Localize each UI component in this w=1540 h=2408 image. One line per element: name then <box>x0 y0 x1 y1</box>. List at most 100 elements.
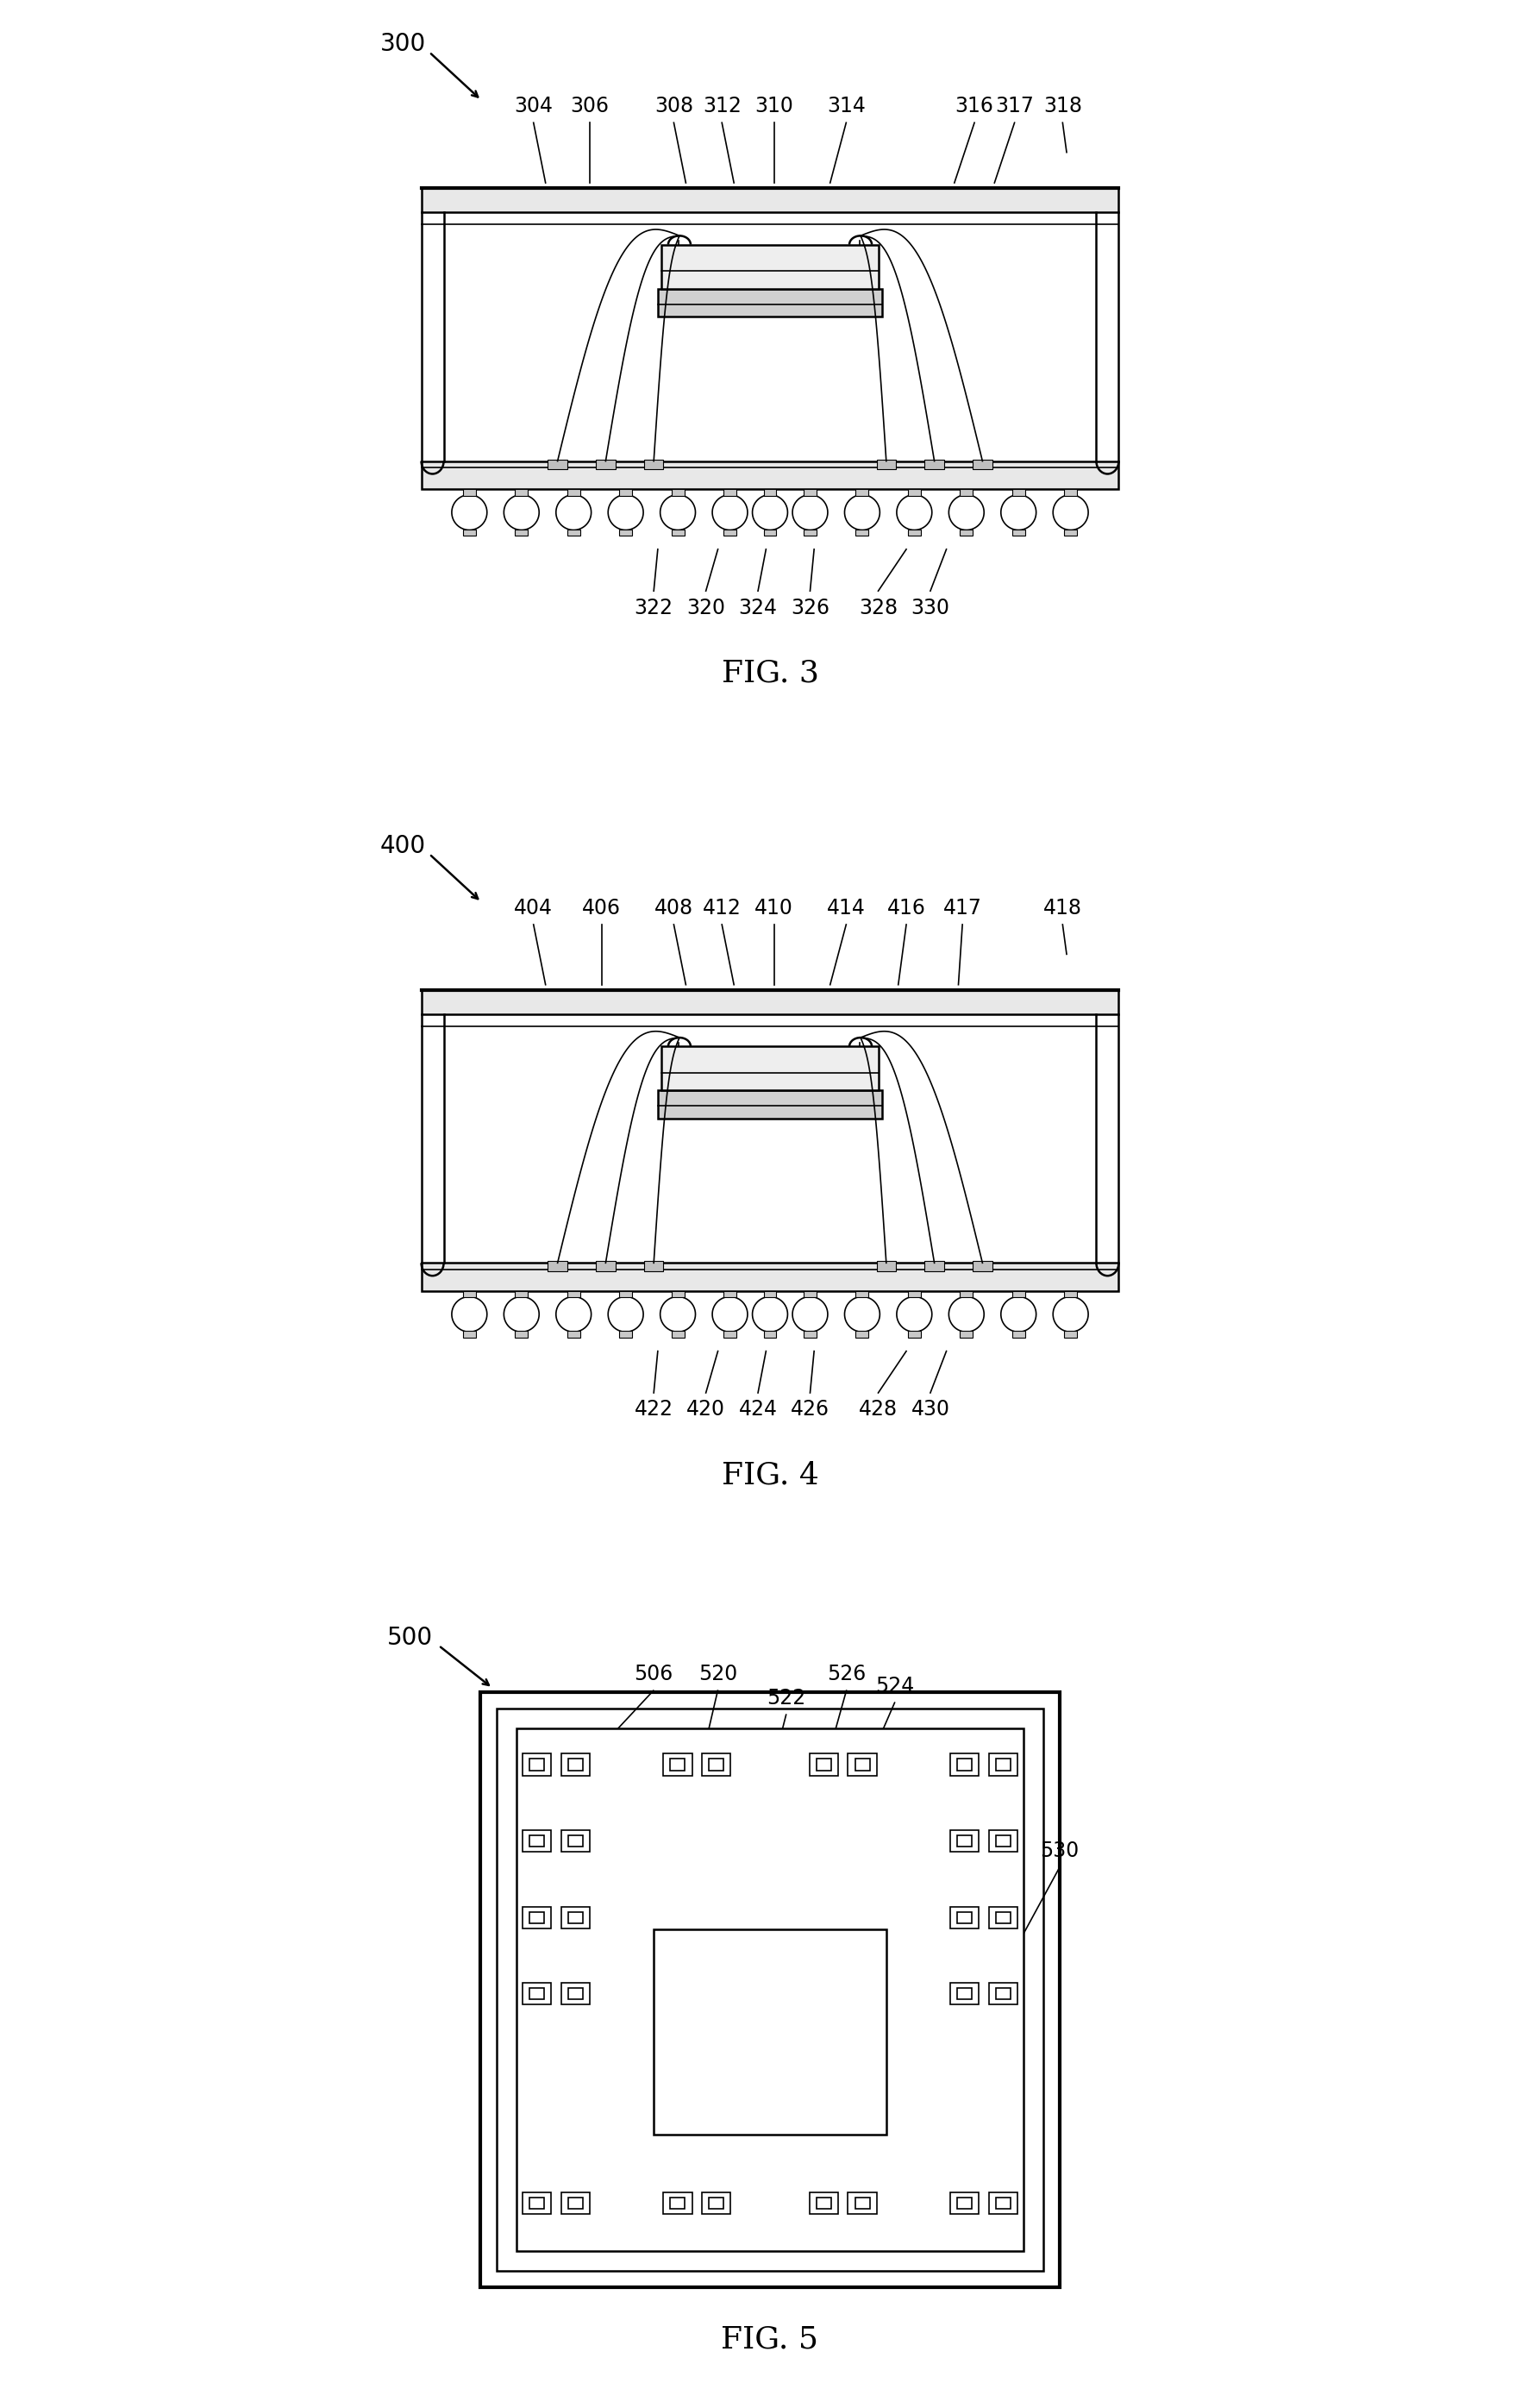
Polygon shape <box>504 1296 539 1332</box>
Bar <box>973 460 992 470</box>
Text: 520: 520 <box>698 1664 738 1683</box>
Bar <box>989 2191 1018 2213</box>
Text: 417: 417 <box>942 898 981 917</box>
Bar <box>561 1830 590 1852</box>
Bar <box>530 1989 544 1999</box>
Text: 317: 317 <box>995 96 1033 116</box>
Bar <box>619 489 631 496</box>
Bar <box>568 1835 584 1847</box>
Polygon shape <box>608 494 644 530</box>
Bar <box>596 460 616 470</box>
Bar <box>989 1907 1018 1929</box>
Text: 526: 526 <box>827 1664 865 1683</box>
Bar <box>522 1907 551 1929</box>
Bar <box>514 530 528 535</box>
Bar <box>530 1835 544 1847</box>
Bar <box>568 1758 584 1770</box>
Bar <box>561 1753 590 1775</box>
Bar <box>464 489 476 496</box>
Text: 422: 422 <box>634 1399 673 1421</box>
Bar <box>950 1830 979 1852</box>
Bar <box>909 489 921 496</box>
Bar <box>671 1332 684 1336</box>
Polygon shape <box>451 1296 487 1332</box>
Text: 416: 416 <box>887 898 926 917</box>
Bar <box>849 2191 876 2213</box>
Bar <box>804 1291 816 1298</box>
Polygon shape <box>844 1296 879 1332</box>
Bar <box>464 1291 476 1298</box>
Bar <box>422 188 1118 212</box>
Bar <box>671 530 684 535</box>
Bar <box>856 1332 869 1336</box>
Bar <box>909 1291 921 1298</box>
Polygon shape <box>1001 1296 1036 1332</box>
Bar <box>530 1758 544 1770</box>
Polygon shape <box>556 494 591 530</box>
Bar <box>856 1291 869 1298</box>
Bar <box>644 460 664 470</box>
Polygon shape <box>661 1296 696 1332</box>
Bar <box>567 1291 581 1298</box>
Polygon shape <box>793 494 827 530</box>
Bar <box>619 1291 631 1298</box>
Bar <box>464 530 476 535</box>
Bar <box>876 1262 896 1271</box>
Bar <box>568 1989 584 1999</box>
Text: 424: 424 <box>739 1399 778 1421</box>
Bar <box>989 1982 1018 2003</box>
Bar <box>1064 530 1076 535</box>
Bar <box>956 1758 972 1770</box>
Bar <box>816 1758 832 1770</box>
Bar <box>548 460 567 470</box>
Text: 426: 426 <box>790 1399 830 1421</box>
Text: 324: 324 <box>739 597 778 619</box>
Polygon shape <box>949 1296 984 1332</box>
Text: 326: 326 <box>790 597 830 619</box>
Bar <box>561 2191 590 2213</box>
Bar <box>561 1907 590 1929</box>
Bar <box>996 1912 1010 1924</box>
Bar <box>959 489 973 496</box>
Bar <box>959 1291 973 1298</box>
Bar <box>989 1830 1018 1852</box>
Bar <box>810 1753 838 1775</box>
Text: 414: 414 <box>827 898 865 917</box>
Bar <box>662 246 878 289</box>
Text: 530: 530 <box>1040 1840 1080 1861</box>
Bar <box>671 1291 684 1298</box>
Polygon shape <box>1001 494 1036 530</box>
Bar <box>855 1758 870 1770</box>
Bar <box>950 1907 979 1929</box>
Text: 312: 312 <box>702 96 741 116</box>
Polygon shape <box>1053 1296 1089 1332</box>
Bar <box>567 1332 581 1336</box>
Text: FIG. 5: FIG. 5 <box>721 2326 819 2355</box>
Polygon shape <box>608 1296 644 1332</box>
Bar <box>530 1912 544 1924</box>
Text: 524: 524 <box>875 1676 915 1695</box>
Bar <box>567 530 581 535</box>
Text: 306: 306 <box>570 96 608 116</box>
Bar <box>548 1262 567 1271</box>
Bar <box>517 1729 1023 2251</box>
Polygon shape <box>556 1296 591 1332</box>
Bar <box>596 1262 616 1271</box>
Bar <box>658 1091 882 1120</box>
Bar <box>1064 1332 1076 1336</box>
Bar <box>764 489 776 496</box>
Bar <box>855 2196 870 2208</box>
Polygon shape <box>896 1296 932 1332</box>
Bar <box>856 530 869 535</box>
Polygon shape <box>844 494 879 530</box>
Text: 500: 500 <box>387 1625 433 1649</box>
Polygon shape <box>661 494 696 530</box>
Bar <box>724 1332 736 1336</box>
Bar <box>996 1989 1010 1999</box>
Text: 408: 408 <box>654 898 693 917</box>
Text: 308: 308 <box>654 96 693 116</box>
Bar <box>849 1753 876 1775</box>
Bar <box>876 460 896 470</box>
Bar <box>671 489 684 496</box>
Text: 300: 300 <box>380 31 425 55</box>
